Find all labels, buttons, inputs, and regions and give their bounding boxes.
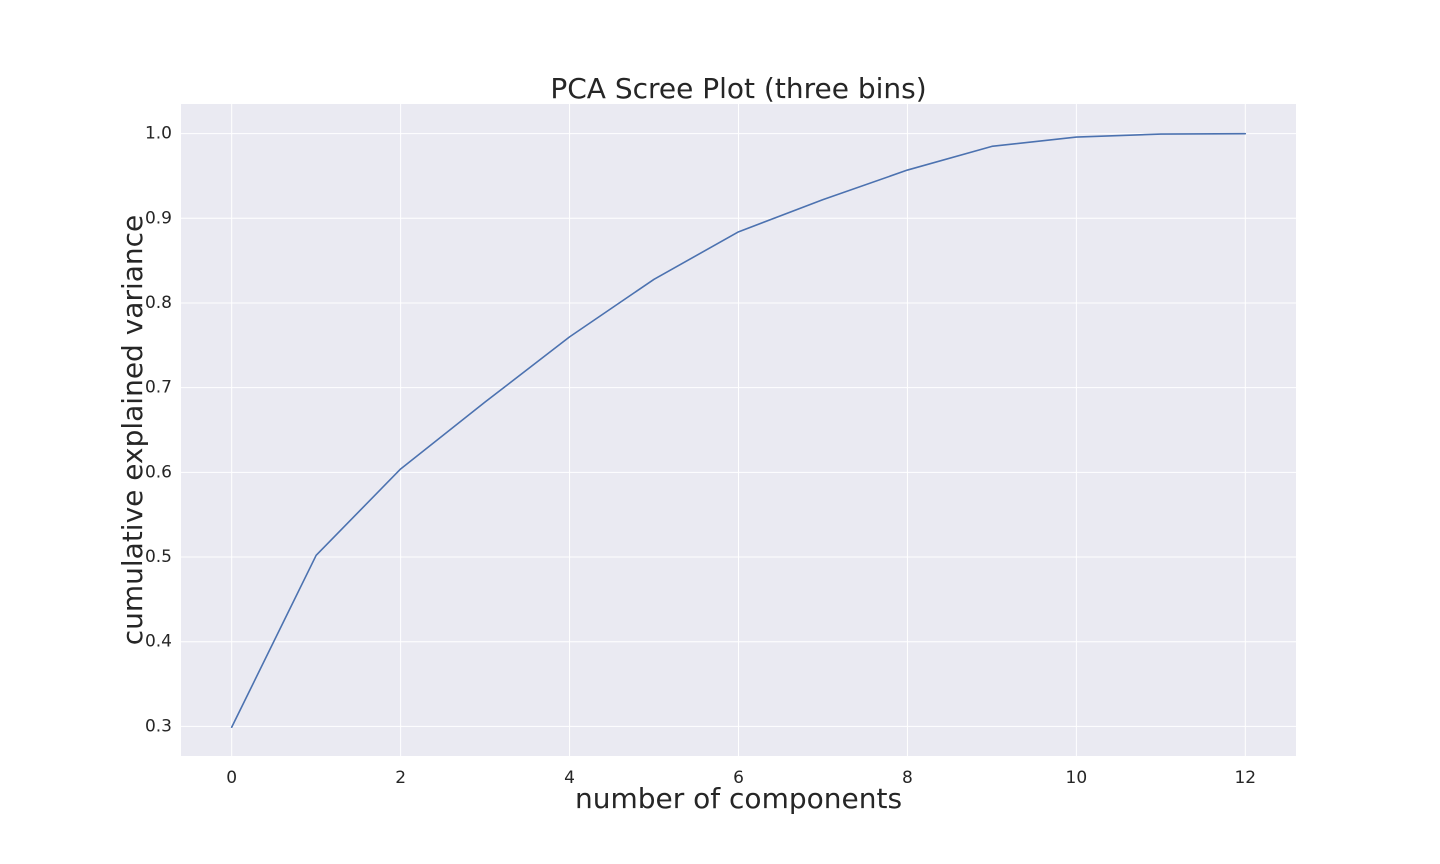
y-tick-label: 0.5 — [145, 547, 172, 567]
y-tick-label: 0.9 — [145, 208, 172, 228]
x-tick-label: 8 — [902, 768, 913, 788]
x-tick-label: 4 — [564, 768, 575, 788]
x-axis-title: number of components — [575, 782, 902, 815]
x-tick-label: 6 — [733, 768, 744, 788]
y-tick-label: 0.4 — [145, 632, 172, 652]
y-gridlines — [181, 133, 1296, 727]
series-lines — [230, 132, 1247, 729]
x-gridlines — [231, 104, 1246, 756]
chart-title: PCA Scree Plot (three bins) — [550, 72, 926, 105]
y-tick-label: 0.6 — [145, 462, 172, 482]
x-tick-label: 12 — [1234, 768, 1256, 788]
x-tick-label: 0 — [226, 768, 237, 788]
y-tick-labels: 0.3 0.4 0.5 0.6 0.7 0.8 0.9 1.0 — [145, 124, 172, 737]
y-tick-label: 0.3 — [145, 716, 172, 736]
y-tick-label: 0.7 — [145, 378, 172, 398]
y-axis-title: cumulative explained variance — [116, 215, 149, 646]
y-tick-label: 1.0 — [145, 124, 172, 144]
y-tick-label: 0.8 — [145, 293, 172, 313]
x-tick-labels: 0 2 4 6 8 10 12 — [226, 768, 1256, 788]
x-tick-label: 10 — [1066, 768, 1088, 788]
series-line — [230, 132, 1247, 729]
x-tick-label: 2 — [395, 768, 406, 788]
